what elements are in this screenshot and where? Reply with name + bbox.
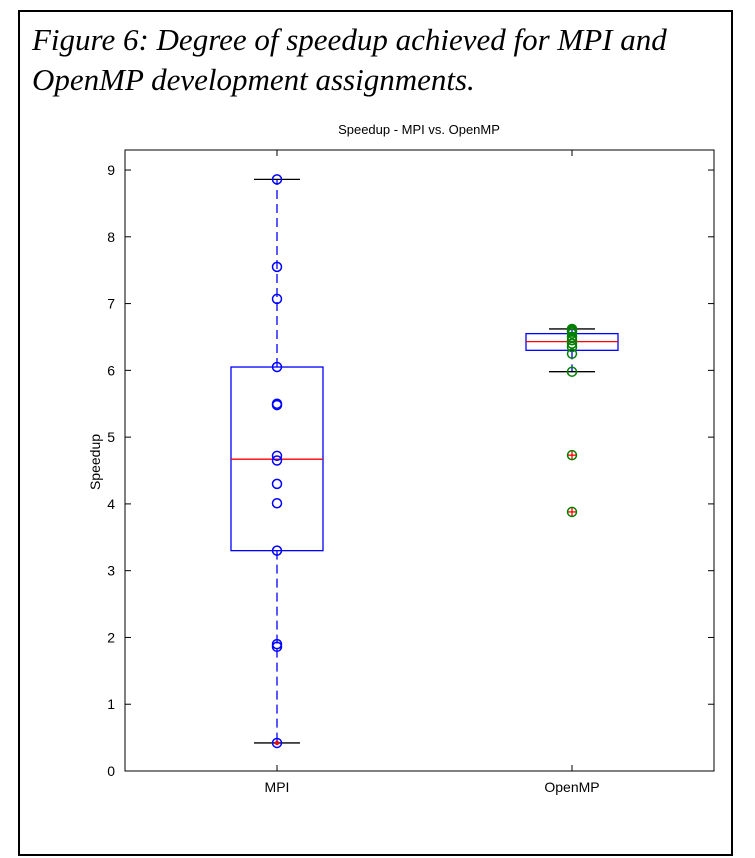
data-point-0-13 (271, 737, 283, 749)
outlier-circle-1-1 (566, 506, 578, 518)
data-point-0-2 (271, 293, 283, 305)
y-tick-label-6: 6 (107, 362, 115, 378)
data-point-0-10 (271, 545, 283, 556)
y-tick-label-5: 5 (107, 429, 115, 445)
data-point-0-8 (271, 478, 283, 490)
figure-frame: Figure 6: Degree of speedup achieved for… (18, 10, 733, 856)
data-point-1-5 (566, 335, 578, 346)
y-tick-label-1: 1 (107, 696, 115, 712)
y-tick-label-7: 7 (107, 296, 115, 312)
data-point-1-8 (566, 348, 578, 359)
y-tick-label-9: 9 (107, 162, 115, 178)
y-tick-label-4: 4 (107, 496, 115, 512)
plot-area (124, 149, 715, 772)
data-point-0-3 (271, 361, 283, 373)
x-tick-label-0: MPI (265, 779, 290, 795)
data-point-0-12 (271, 641, 283, 653)
y-tick-label-2: 2 (107, 629, 115, 645)
outlier-circle-1-0 (566, 449, 578, 461)
y-tick-label-3: 3 (107, 563, 115, 579)
chart-marks: 0 1 2 3 4 5 6 7 8 9 MPI OpenMP (107, 150, 714, 795)
data-point-0-0 (271, 174, 283, 185)
data-point-0-7 (271, 455, 283, 466)
data-point-1-4 (566, 331, 578, 343)
x-tick-label-1: OpenMP (544, 779, 599, 795)
data-point-0-9 (271, 497, 283, 509)
y-axis-label: Speedup (87, 434, 103, 490)
data-point-1-6 (566, 338, 578, 349)
lowest-point-marker-0 (274, 740, 280, 746)
data-point-1-9 (566, 366, 578, 377)
y-tick-label-0: 0 (107, 763, 115, 779)
data-point-1-7 (566, 341, 578, 353)
data-point-1-3 (566, 328, 578, 339)
data-point-0-5 (271, 399, 283, 411)
y-tick-label-8: 8 (107, 229, 115, 245)
chart-title: Speedup - MPI vs. OpenMP (338, 122, 500, 137)
data-point-0-1 (271, 261, 283, 273)
figure-caption: Figure 6: Degree of speedup achieved for… (32, 22, 667, 97)
data-point-0-6 (271, 450, 283, 462)
